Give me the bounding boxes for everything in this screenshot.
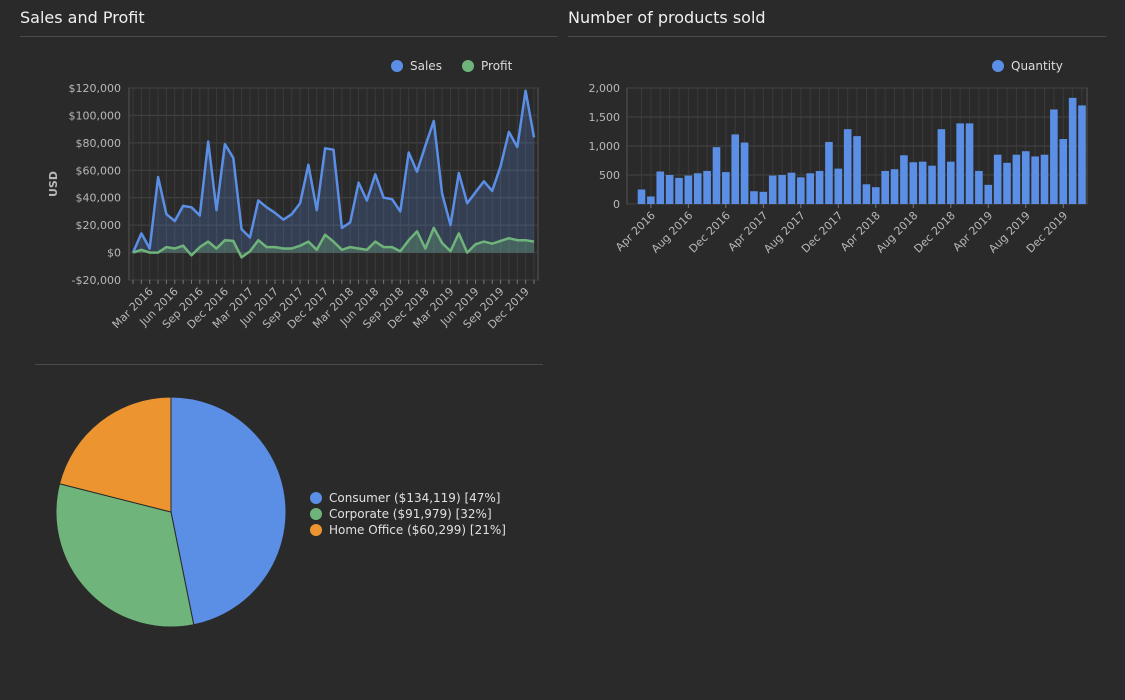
- pie-divider: [35, 364, 543, 365]
- y-tick-label: $60,000: [76, 164, 122, 177]
- pie-legend-item: Consumer ($134,119) [47%]: [310, 490, 506, 506]
- pie-legend-marker: [310, 508, 322, 520]
- y-axis-label: USD: [47, 171, 60, 197]
- pie-legend: Consumer ($134,119) [47%] Corporate ($91,…: [310, 490, 506, 538]
- y-tick-label: $0: [107, 247, 121, 260]
- legend-label-profit: Profit: [481, 59, 513, 73]
- pie-legend-label: Corporate ($91,979) [32%]: [329, 507, 492, 521]
- legend-marker-sales: [391, 60, 403, 72]
- pie-legend-marker: [310, 524, 322, 536]
- pie-legend-label: Consumer ($134,119) [47%]: [329, 491, 501, 505]
- y-tick-label: $20,000: [76, 219, 122, 232]
- y-tick-label: $120,000: [69, 82, 122, 95]
- y-tick-label: $100,000: [69, 109, 122, 122]
- pie-legend-label: Home Office ($60,299) [21%]: [329, 523, 506, 537]
- series-line-profit: [132, 226, 535, 259]
- pie-legend-item: Corporate ($91,979) [32%]: [310, 506, 506, 522]
- series-line-sales: [131, 89, 536, 254]
- sales-profit-title: Sales and Profit: [20, 8, 145, 27]
- products-sold-title: Number of products sold: [568, 8, 766, 27]
- y-tick-label: -$20,000: [72, 274, 121, 287]
- legend-label-sales: Sales: [410, 59, 442, 73]
- pie-legend-item: Home Office ($60,299) [21%]: [310, 522, 506, 538]
- y-tick-label: $80,000: [76, 137, 122, 150]
- legend-marker-profit: [462, 60, 474, 72]
- products-sold-divider: [568, 36, 1106, 37]
- sales-profit-divider: [20, 36, 558, 37]
- y-tick-label: $40,000: [76, 192, 122, 205]
- pie-legend-marker: [310, 492, 322, 504]
